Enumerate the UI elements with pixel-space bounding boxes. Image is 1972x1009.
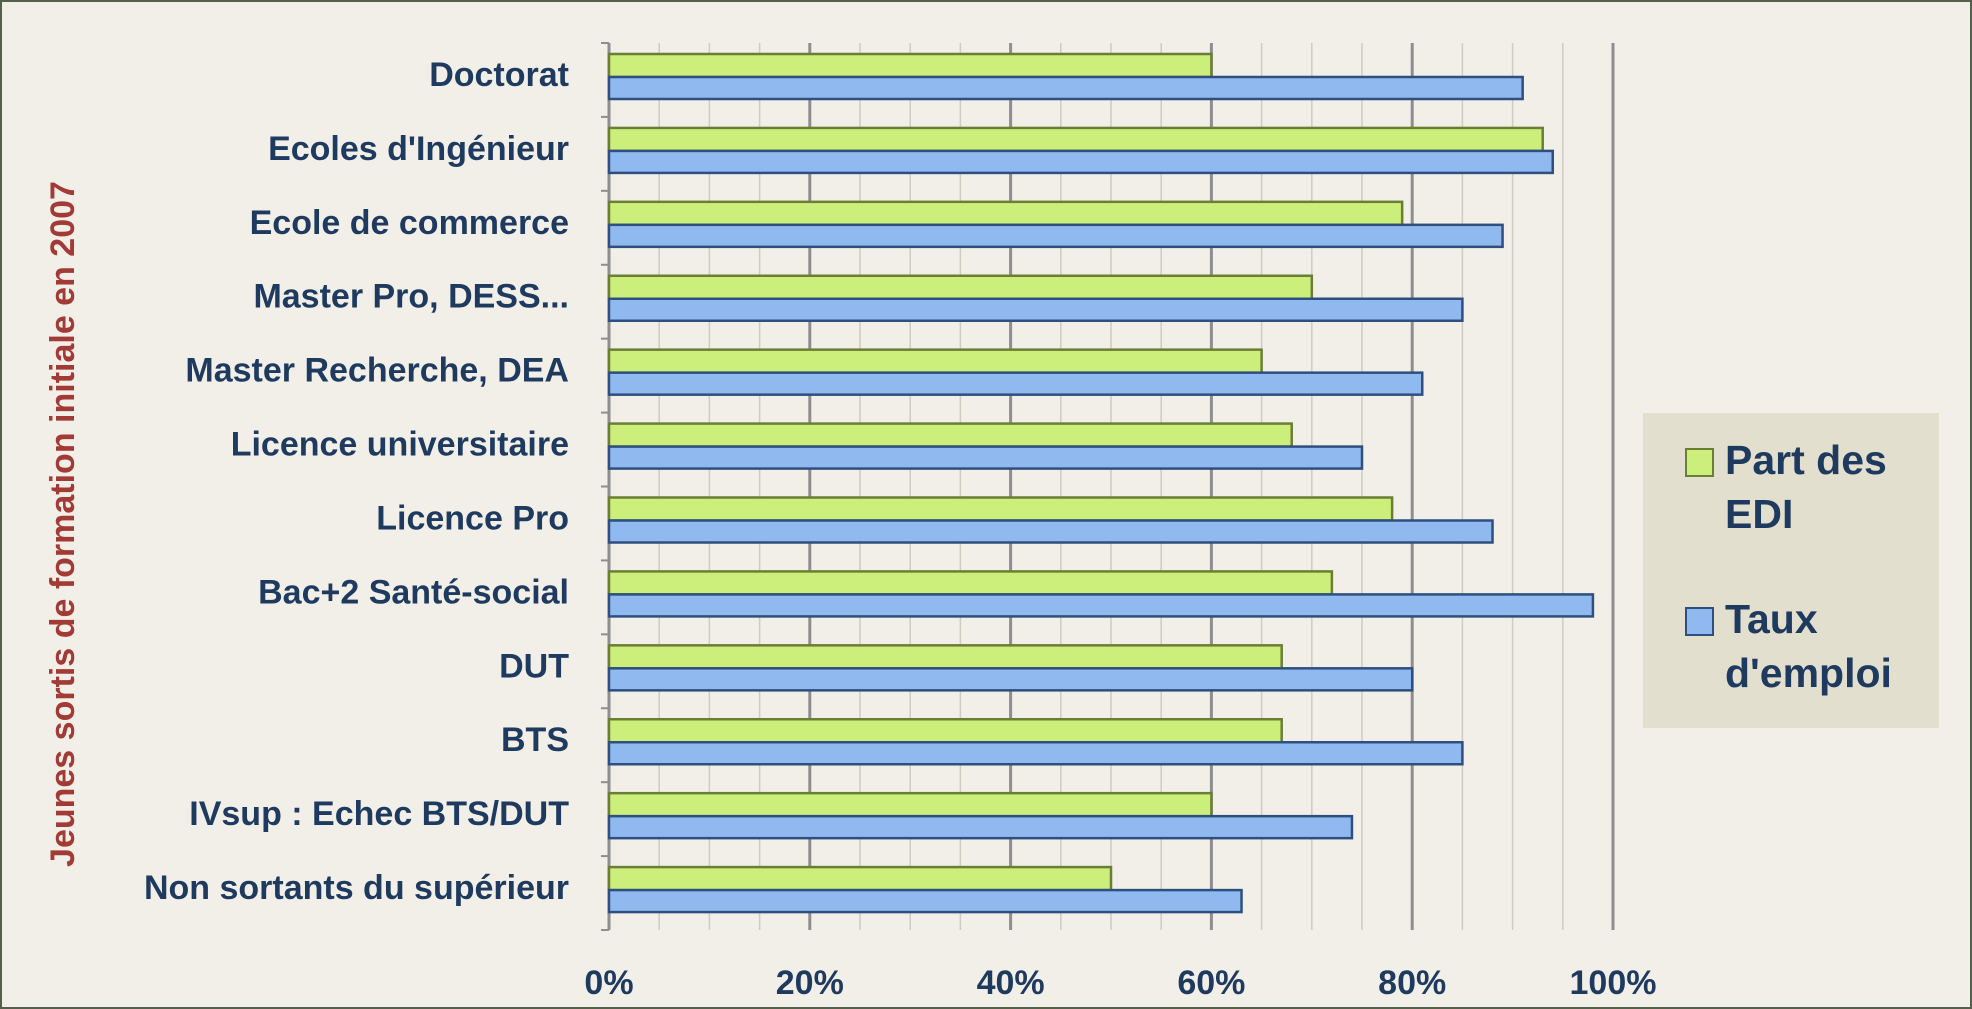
bar [607, 667, 1414, 692]
bar [607, 445, 1364, 470]
bar [607, 297, 1464, 322]
y-tick-label: Bac+2 Santé-social [258, 573, 569, 611]
bar [607, 593, 1595, 618]
x-tick-label: 60% [1177, 964, 1245, 1002]
y-tick-label: Master Pro, DESS... [253, 278, 569, 316]
bar [607, 814, 1354, 840]
legend-label: Taux d'emploi [1725, 596, 1892, 696]
bar [607, 888, 1243, 914]
y-tick-label: Ecoles d'Ingénieur [268, 130, 569, 168]
bar [607, 52, 1213, 79]
bar [607, 348, 1263, 374]
bar [607, 519, 1494, 544]
legend-label: Part des EDI [1725, 437, 1887, 537]
y-tick-label: DUT [499, 647, 569, 685]
legend-swatch [1685, 607, 1714, 636]
x-tick-label: 40% [977, 964, 1045, 1002]
bar [607, 741, 1464, 766]
bar [607, 570, 1334, 596]
x-tick-label: 0% [584, 964, 633, 1002]
bar [607, 126, 1544, 153]
bar [607, 496, 1394, 522]
y-tick-label: Non sortants du supérieur [144, 869, 569, 907]
y-tick-label: Licence Pro [376, 499, 569, 537]
bar [607, 75, 1524, 101]
x-tick-label: 20% [776, 964, 844, 1002]
y-tick-label: Licence universitaire [231, 426, 569, 464]
legend-swatch [1685, 448, 1714, 477]
y-tick-label: Ecole de commerce [250, 204, 569, 242]
bar [607, 149, 1555, 175]
bar [607, 371, 1424, 396]
y-tick-label: Master Recherche, DEA [185, 352, 569, 390]
y-tick-label: BTS [501, 721, 569, 759]
x-tick-label: 80% [1378, 964, 1446, 1002]
bar [607, 422, 1293, 448]
bar [607, 223, 1504, 249]
y-tick-label: Doctorat [429, 56, 569, 94]
bar [607, 644, 1283, 670]
x-tick-label: 100% [1570, 964, 1657, 1002]
y-tick-label: IVsup : Echec BTS/DUT [189, 795, 569, 833]
y-axis-title: Jeunes sortis de formation initiale en 2… [44, 181, 82, 867]
bar [607, 718, 1283, 744]
bar [607, 274, 1314, 300]
bar [607, 791, 1213, 818]
bar [607, 865, 1113, 892]
bar [607, 200, 1404, 227]
